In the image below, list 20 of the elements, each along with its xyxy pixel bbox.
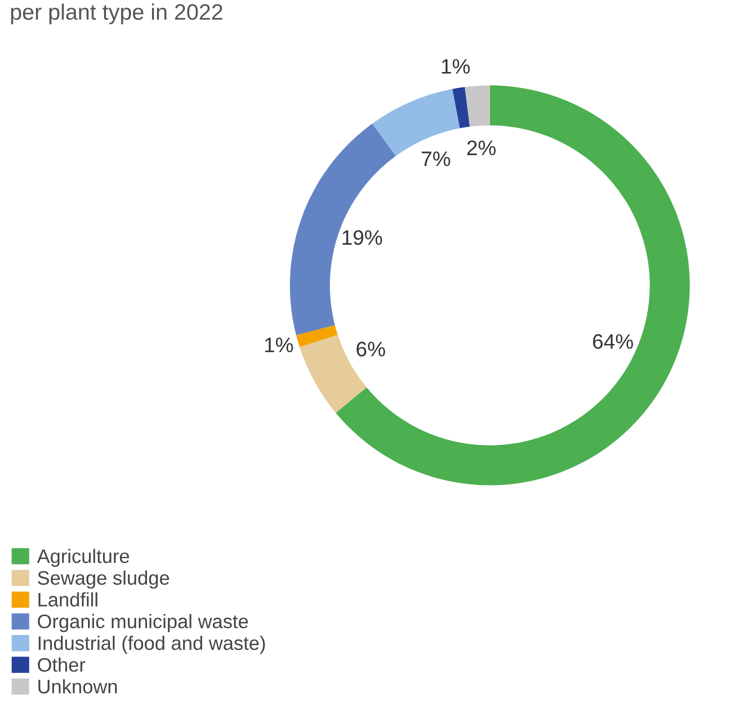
data-label: 64% [593,334,633,349]
data-label: 19% [342,230,382,245]
data-label: 1% [265,338,293,352]
legend-label: Organic municipal waste [38,614,248,632]
legend-label: Sewage sludge [38,570,170,589]
legend-label: Other [38,657,86,672]
legend-label: Landfill [38,592,98,607]
legend-label: Unknown [38,679,117,694]
chart-title: per plant type in 2022 [11,4,222,24]
data-label: 2% [467,140,496,156]
donut-slice [452,87,470,128]
donut-slice [464,85,490,127]
data-label: 7% [422,152,450,166]
donut-slice [336,85,690,486]
donut-slice [296,325,338,348]
legend-label: Agriculture [36,548,130,567]
legend-label: Industrial (food and waste) [38,636,265,654]
donut-slice [290,124,396,336]
data-label: 6% [356,342,386,356]
data-label: 1% [442,59,470,74]
